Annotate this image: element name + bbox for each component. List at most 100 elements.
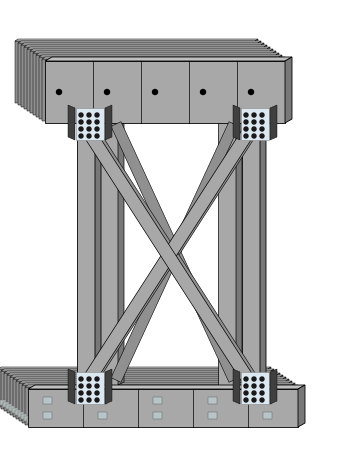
Polygon shape: [7, 373, 280, 375]
Polygon shape: [25, 385, 298, 387]
Polygon shape: [261, 43, 264, 107]
Polygon shape: [13, 377, 286, 379]
Polygon shape: [10, 375, 283, 377]
Polygon shape: [22, 383, 295, 385]
Polygon shape: [255, 39, 258, 103]
Polygon shape: [39, 57, 279, 119]
Circle shape: [244, 113, 248, 117]
Circle shape: [79, 113, 83, 117]
Polygon shape: [236, 116, 242, 385]
Circle shape: [252, 384, 256, 388]
Bar: [9, 406, 15, 411]
Polygon shape: [28, 385, 305, 389]
Bar: [6, 404, 12, 409]
Bar: [43, 397, 52, 404]
Polygon shape: [7, 375, 277, 413]
Polygon shape: [19, 381, 292, 383]
Polygon shape: [19, 383, 289, 421]
Circle shape: [79, 391, 83, 395]
Bar: [241, 108, 269, 140]
Circle shape: [79, 377, 83, 381]
Polygon shape: [0, 367, 271, 369]
Polygon shape: [81, 125, 256, 388]
Polygon shape: [111, 122, 239, 382]
Circle shape: [252, 120, 256, 124]
Polygon shape: [111, 122, 239, 382]
Polygon shape: [27, 49, 267, 111]
Circle shape: [252, 391, 256, 395]
Bar: [27, 418, 33, 423]
Polygon shape: [279, 55, 282, 119]
Circle shape: [252, 127, 256, 131]
Circle shape: [95, 134, 99, 138]
Polygon shape: [24, 47, 264, 109]
Polygon shape: [21, 45, 261, 107]
Polygon shape: [10, 377, 280, 415]
Polygon shape: [268, 367, 271, 407]
Polygon shape: [68, 369, 75, 404]
Circle shape: [95, 384, 99, 388]
Bar: [24, 416, 30, 421]
Bar: [21, 414, 27, 419]
Bar: [98, 397, 107, 404]
Polygon shape: [85, 124, 260, 386]
Polygon shape: [28, 389, 298, 427]
Bar: [208, 397, 217, 404]
Polygon shape: [105, 369, 112, 404]
Polygon shape: [273, 51, 276, 115]
Polygon shape: [45, 57, 292, 61]
Polygon shape: [24, 45, 267, 47]
Polygon shape: [30, 51, 270, 113]
Polygon shape: [286, 379, 289, 419]
Polygon shape: [242, 123, 260, 389]
Polygon shape: [277, 373, 280, 413]
Bar: [76, 372, 104, 404]
Polygon shape: [21, 43, 264, 45]
Polygon shape: [4, 373, 274, 411]
Polygon shape: [25, 387, 295, 425]
Circle shape: [79, 398, 83, 402]
Polygon shape: [118, 116, 124, 385]
Circle shape: [244, 134, 248, 138]
Polygon shape: [22, 385, 292, 423]
Bar: [98, 412, 107, 419]
Circle shape: [95, 120, 99, 124]
Bar: [208, 412, 217, 419]
Polygon shape: [1, 369, 274, 371]
Circle shape: [260, 384, 264, 388]
Polygon shape: [33, 53, 273, 115]
Circle shape: [57, 89, 61, 94]
Bar: [15, 410, 21, 415]
Circle shape: [252, 134, 256, 138]
Polygon shape: [18, 43, 258, 105]
Polygon shape: [16, 379, 289, 381]
Circle shape: [252, 377, 256, 381]
Polygon shape: [264, 45, 267, 109]
Bar: [43, 412, 52, 419]
Circle shape: [244, 384, 248, 388]
Polygon shape: [283, 377, 286, 417]
Circle shape: [248, 89, 254, 94]
Circle shape: [79, 384, 83, 388]
Circle shape: [152, 89, 158, 94]
Polygon shape: [27, 47, 270, 49]
Polygon shape: [267, 47, 270, 111]
Circle shape: [95, 391, 99, 395]
Circle shape: [87, 384, 91, 388]
Circle shape: [244, 398, 248, 402]
Polygon shape: [0, 369, 268, 407]
Polygon shape: [15, 39, 258, 41]
Polygon shape: [68, 105, 75, 140]
Polygon shape: [77, 123, 95, 389]
Polygon shape: [282, 57, 285, 121]
Circle shape: [87, 113, 91, 117]
Polygon shape: [36, 55, 276, 117]
Polygon shape: [270, 105, 277, 140]
Polygon shape: [289, 381, 292, 421]
Polygon shape: [233, 369, 240, 404]
Bar: [76, 108, 104, 140]
Circle shape: [87, 377, 91, 381]
Polygon shape: [295, 385, 298, 425]
Polygon shape: [276, 53, 279, 117]
Circle shape: [87, 391, 91, 395]
